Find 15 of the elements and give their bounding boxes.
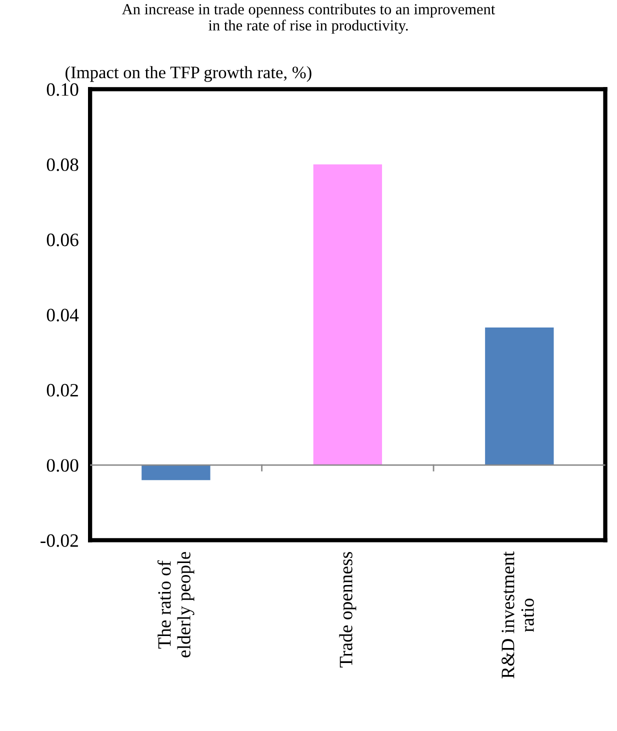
y-axis-title: (Impact on the TFP growth rate, %) xyxy=(66,66,312,82)
chart-title: An increase in trade openness contributes to an improvement in the rate of rise in productivity. xyxy=(122,4,496,34)
y-tick-label: 0.10 xyxy=(46,83,78,96)
x-tick-label: The ratio of elderly people xyxy=(157,552,194,658)
y-tick-label: -0.02 xyxy=(40,534,78,547)
bar xyxy=(313,164,382,466)
bar xyxy=(142,465,210,480)
y-tick-label: 0.02 xyxy=(46,384,78,397)
x-tick-label: Trade openness xyxy=(339,552,356,668)
y-tick-label: 0.00 xyxy=(46,459,78,472)
y-tick-label: 0.04 xyxy=(46,308,79,322)
bar xyxy=(485,327,554,466)
y-tick-label: 0.08 xyxy=(46,158,78,172)
y-tick-label: 0.06 xyxy=(46,234,78,246)
x-tick-label: R&D investment ratio xyxy=(502,551,534,678)
